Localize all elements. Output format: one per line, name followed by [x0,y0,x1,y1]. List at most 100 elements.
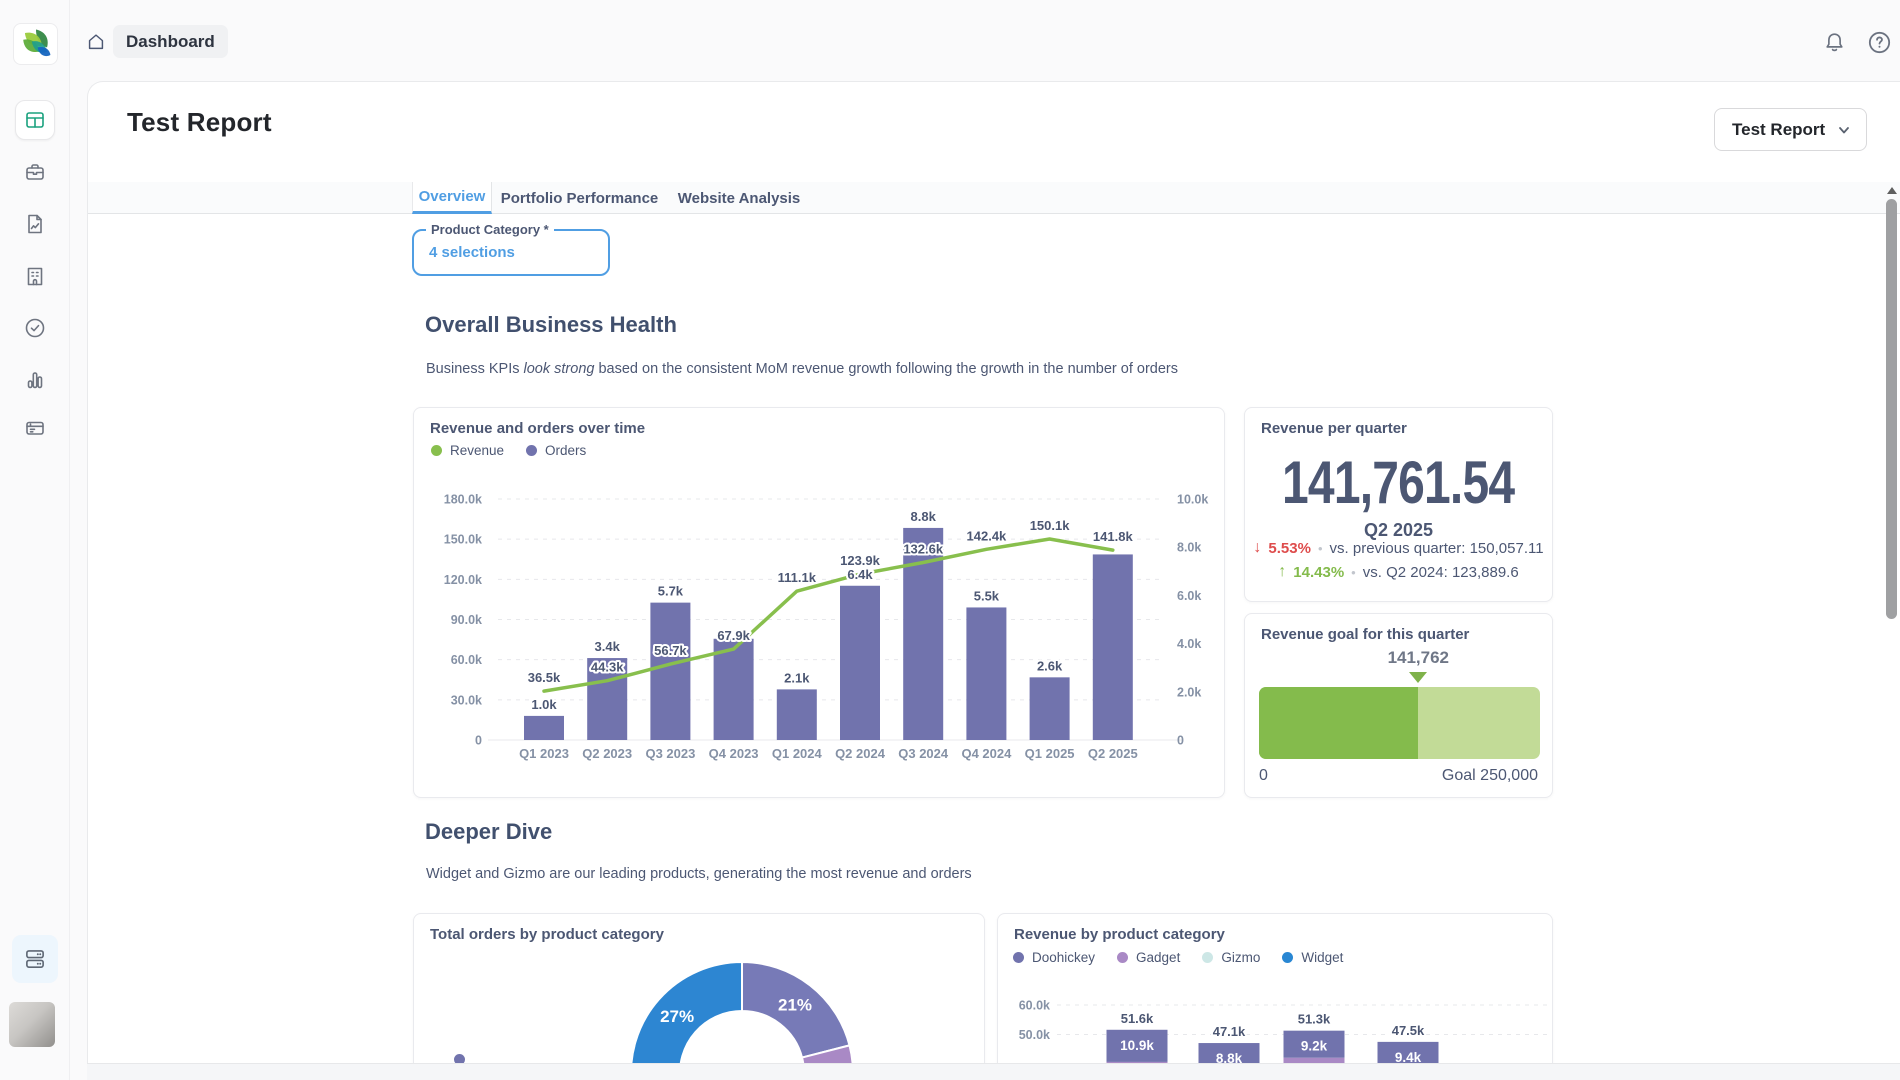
goal-progress-bar[interactable] [1259,687,1540,759]
svg-text:60.0k: 60.0k [1019,999,1050,1013]
briefcase-icon [26,164,44,180]
svg-text:47.1k: 47.1k [1213,1024,1246,1039]
svg-text:36.5k: 36.5k [528,670,561,685]
svg-text:Q2 2024: Q2 2024 [835,746,886,761]
legend-dot-gadget [1117,952,1129,963]
svg-text:0: 0 [1177,734,1184,748]
svg-text:5.5k: 5.5k [974,588,1000,603]
svg-text:Q2 2023: Q2 2023 [582,746,632,761]
svg-text:21%: 21% [778,996,812,1015]
svg-text:180.0k: 180.0k [444,493,482,507]
svg-text:1.0k: 1.0k [531,697,557,712]
svg-text:Q1 2025: Q1 2025 [1025,746,1075,761]
svg-text:47.5k: 47.5k [1392,1023,1425,1038]
horizontal-scroll-track[interactable] [87,1063,1900,1080]
legend-item-revenue[interactable]: Revenue [431,443,504,458]
vertical-scrollbar [1884,182,1900,1080]
check-circle-icon [25,318,45,338]
svg-text:4.0k: 4.0k [1177,637,1201,651]
database-racks-icon [26,950,44,968]
tab-overview[interactable]: Overview [412,182,492,214]
svg-text:111.1k: 111.1k [778,570,817,585]
card-revenue-goal: Revenue goal for this quarter 141,762 0 … [1244,613,1553,798]
tab-portfolio-performance[interactable]: Portfolio Performance [500,189,659,207]
main-panel: Test Report Test Report Overview Portfol… [87,81,1900,1080]
sidebar-item-dashboards[interactable] [15,100,55,140]
svg-text:120.0k: 120.0k [444,573,482,587]
goal-marker-icon [1409,672,1428,683]
svg-text:50.0k: 50.0k [1019,1028,1050,1042]
svg-text:Q4 2024: Q4 2024 [961,746,1012,761]
home-button[interactable] [83,29,109,55]
card-revenue-orders: Revenue and orders over time Revenue Ord… [413,407,1225,798]
notifications-button[interactable] [1820,28,1848,56]
browse-card-icon [26,421,44,435]
filter-label: Product Category * [426,222,554,237]
product-category-filter[interactable]: Product Category * 4 selections [412,222,610,276]
svg-text:Q1 2024: Q1 2024 [772,746,823,761]
svg-text:Q3 2023: Q3 2023 [645,746,695,761]
office-building-icon [27,267,43,286]
sidebar-item-models[interactable] [15,204,55,244]
scroll-up-arrow-icon[interactable] [1887,187,1897,194]
dashboard-content: Product Category * 4 selections Overall … [88,214,1900,1065]
card-revenue-by-category: Revenue by product category Doohickey Ga… [997,913,1553,1064]
svg-text:2.0k: 2.0k [1177,685,1201,699]
svg-text:44.3k: 44.3k [591,660,624,675]
user-avatar[interactable] [9,1002,55,1047]
legend-item-gadget[interactable]: Gadget [1117,950,1180,965]
revenue-orders-chart[interactable]: 180.0k 150.0k 120.0k 90.0k 60.0k 30.0k 0 10.0k 8… [414,468,1225,798]
report-selector[interactable]: Test Report [1714,108,1867,151]
breadcrumb[interactable]: Dashboard [113,25,228,58]
chevron-down-icon [1839,126,1849,133]
tab-website-analysis[interactable]: Website Analysis [677,189,801,207]
goal-title: Revenue goal for this quarter [1261,626,1470,643]
sidebar-item-company[interactable] [15,256,55,296]
svg-text:8.8k: 8.8k [1216,1051,1243,1064]
help-button[interactable] [1865,28,1893,56]
chart-legend: Revenue Orders [431,443,586,458]
legend-item-gizmo[interactable]: Gizmo [1202,950,1260,965]
section-title-health: Overall Business Health [425,312,677,337]
sidebar-item-browse[interactable] [15,408,55,448]
sidebar-item-collections[interactable] [15,152,55,192]
legend-dot-doohickey[interactable] [454,1054,465,1063]
svg-text:10.0k: 10.0k [1177,493,1208,507]
legend-item-orders[interactable]: Orders [526,443,586,458]
sidebar [0,0,70,1080]
help-icon [1868,31,1890,53]
stacked-title: Revenue by product category [1014,926,1225,943]
breadcrumb-label: Dashboard [126,31,215,51]
svg-text:67.9k: 67.9k [717,628,750,643]
svg-text:51.6k: 51.6k [1121,1011,1154,1026]
sidebar-item-databases[interactable] [12,935,58,983]
filter-value: 4 selections [429,244,515,261]
kpi-delta-up: ↑ 14.43% • vs. Q2 2024: 123,889.6 [1278,563,1519,581]
sidebar-item-metrics[interactable] [15,360,55,400]
svg-text:3.4k: 3.4k [595,639,621,654]
bell-icon [1825,32,1843,51]
svg-text:Q2 2025: Q2 2025 [1088,746,1138,761]
legend-item-widget[interactable]: Widget [1282,950,1343,965]
stacked-legend: Doohickey Gadget Gizmo Widget [1013,950,1343,965]
legend-item-doohickey[interactable]: Doohickey [1013,950,1095,965]
revenue-by-category-chart[interactable]: 60.0k 50.0k 51.6k 10.9k 47.1k 8.8k 51.3k 9.2k 47… [998,914,1553,1064]
svg-text:141.8k: 141.8k [1093,529,1134,544]
svg-text:142.4k: 142.4k [967,528,1008,543]
sidebar-item-verified[interactable] [15,308,55,348]
dashboard-icon [26,112,44,128]
svg-text:5.7k: 5.7k [658,584,684,599]
orders-by-category-chart[interactable]: 21% 27% [414,914,985,1064]
section-desc-health: Business KPIs look strong based on the c… [426,361,1179,377]
svg-text:132.6k: 132.6k [903,541,944,556]
goal-min-label: 0 [1259,767,1268,784]
svg-text:123.9k: 123.9k [840,553,881,568]
goal-max-label: Goal 250,000 [1441,767,1538,784]
kpi-period: Q2 2025 [1363,520,1434,540]
page-title: Test Report [127,107,272,137]
svg-text:30.0k: 30.0k [451,693,482,707]
svg-text:150.1k: 150.1k [1030,518,1071,533]
scrollbar-thumb[interactable] [1886,199,1897,619]
app-logo[interactable] [13,23,58,65]
card-revenue-per-quarter: Revenue per quarter 141,761.54 Q2 2025 ↓… [1244,407,1553,602]
